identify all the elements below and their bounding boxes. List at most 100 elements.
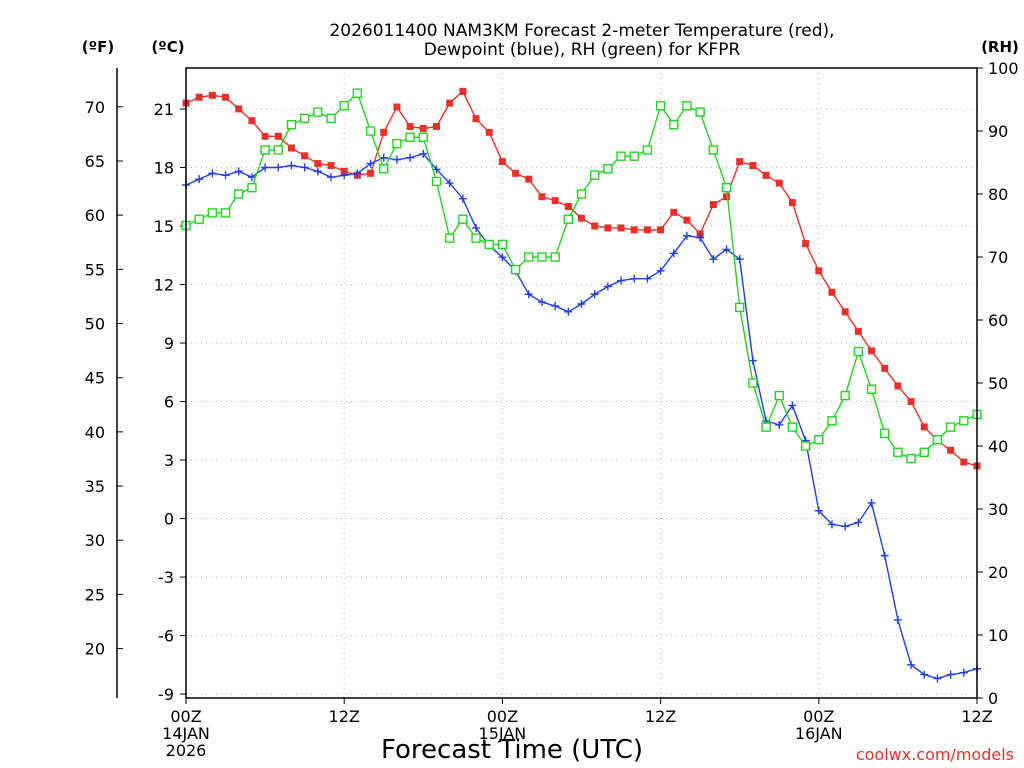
data-point [339,101,349,111]
data-point [221,171,230,180]
grid-lines [186,68,977,698]
data-point [920,670,929,679]
data-point [195,175,204,184]
chart-title-line-1: 2026011400 NAM3KM Forecast 2-meter Tempe… [329,21,834,41]
data-point [471,233,481,243]
time-tick-label: 00Z [487,707,518,726]
data-point [854,327,862,335]
x-axis-title: Forecast Time (UTC) [381,735,643,765]
data-point [458,194,467,203]
rh-tick-label: 50 [988,374,1008,393]
data-point [261,132,269,140]
data-point [273,145,283,155]
data-point [220,208,231,218]
data-point [749,162,757,170]
data-point [537,252,547,262]
data-point [445,179,454,188]
data-point [708,145,719,155]
data-point [616,151,626,161]
data-point [578,214,585,222]
data-point [919,447,929,457]
data-point [458,214,468,224]
data-point [932,435,943,445]
data-point [827,520,836,529]
data-point [326,113,336,124]
data-point [512,169,520,177]
data-point [629,151,639,161]
data-point [234,189,244,199]
fahrenheit-tick-label: 35 [85,477,105,496]
celsius-tick-label: 21 [154,100,174,119]
time-tick-label: 00Z [170,707,201,726]
data-point [563,214,574,224]
data-point [814,435,824,445]
data-point [208,169,217,178]
fahrenheit-tick-label: 20 [85,640,105,659]
rh-tick-label: 30 [988,500,1008,519]
celsius-tick-label: 6 [164,393,174,412]
data-point [893,615,902,624]
data-point [287,161,296,170]
data-point [484,239,494,250]
data-point [248,117,256,125]
data-point [894,382,902,390]
data-point [446,99,454,107]
data-point [735,302,745,313]
data-point [669,119,679,130]
fahrenheit-tick-label: 40 [85,423,105,442]
rh-tick-label: 80 [988,185,1008,204]
data-point [655,101,666,111]
rh-tick-label: 10 [988,626,1008,645]
data-point [405,132,415,143]
data-point [815,267,823,275]
data-point [657,226,665,234]
plot-frame [185,67,978,699]
rh-tick-label: 70 [988,248,1008,267]
data-point [907,398,915,406]
data-point [959,668,968,677]
data-point [379,164,389,174]
fahrenheit-tick-label: 50 [85,315,105,334]
data-point [947,446,955,454]
data-point [234,167,243,176]
data-point [498,253,507,262]
data-point [670,208,678,216]
data-point [247,182,257,193]
celsius-tick-label: -3 [158,568,174,587]
data-point [669,249,678,258]
data-point [696,233,705,242]
data-point [366,159,375,168]
rh-axis-unit: (RH) [981,38,1019,56]
data-point [222,93,230,101]
data-point [802,240,810,248]
rh-tick-label: 40 [988,437,1008,456]
data-point [945,422,956,432]
data-point [709,201,717,209]
data-point [604,224,612,232]
data-point [723,193,731,201]
data-point [748,378,758,388]
data-point [841,308,849,316]
data-point [286,119,297,130]
data-point [550,252,560,262]
data-point [419,149,428,158]
celsius-tick-label: 9 [164,334,174,353]
data-point [392,155,401,164]
data-point [444,233,455,243]
data-point [261,163,270,172]
celsius-tick-label: -6 [158,627,174,646]
celsius-tick-label: 12 [154,276,174,295]
data-point [274,163,283,172]
data-point [235,105,243,113]
data-point [551,301,560,310]
data-point [893,447,903,457]
fahrenheit-tick-label: 60 [85,206,105,225]
fahrenheit-axis-unit: (ºF) [82,38,114,56]
data-point [287,144,295,152]
data-point [814,506,823,515]
data-point [564,307,573,316]
celsius-tick-label: 15 [154,217,174,236]
data-point [630,274,639,283]
